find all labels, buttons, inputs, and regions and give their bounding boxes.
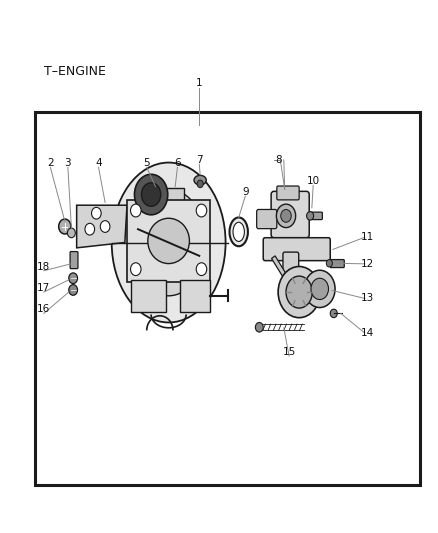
Ellipse shape [233, 222, 244, 241]
Text: 15: 15 [283, 347, 296, 357]
FancyBboxPatch shape [257, 209, 277, 229]
Ellipse shape [194, 175, 206, 185]
Circle shape [67, 228, 75, 238]
Circle shape [100, 221, 110, 232]
Circle shape [197, 180, 203, 188]
FancyBboxPatch shape [70, 252, 78, 269]
Bar [35, 112, 420, 485]
Text: 2: 2 [47, 158, 54, 167]
Text: 1: 1 [196, 78, 203, 87]
Text: 18: 18 [37, 262, 50, 271]
Text: 9: 9 [242, 187, 249, 197]
FancyBboxPatch shape [180, 280, 210, 312]
Circle shape [196, 263, 207, 276]
Circle shape [281, 209, 291, 222]
Text: 12: 12 [361, 259, 374, 269]
FancyBboxPatch shape [311, 212, 322, 220]
Circle shape [307, 212, 314, 220]
FancyBboxPatch shape [131, 280, 166, 312]
Text: 5: 5 [143, 158, 150, 167]
Text: 14: 14 [361, 328, 374, 338]
Text: 8: 8 [275, 155, 282, 165]
Text: 3: 3 [64, 158, 71, 167]
Circle shape [92, 207, 101, 219]
FancyBboxPatch shape [271, 191, 309, 238]
Text: T–ENGINE: T–ENGINE [44, 66, 106, 78]
Ellipse shape [112, 163, 226, 322]
Text: 17: 17 [37, 283, 50, 293]
FancyBboxPatch shape [263, 238, 330, 261]
Text: 7: 7 [196, 155, 203, 165]
Text: 11: 11 [361, 232, 374, 242]
Circle shape [141, 183, 161, 206]
Text: 13: 13 [361, 294, 374, 303]
Circle shape [326, 260, 332, 267]
FancyBboxPatch shape [277, 186, 299, 200]
Circle shape [311, 278, 328, 300]
Circle shape [134, 174, 168, 215]
Circle shape [131, 263, 141, 276]
Polygon shape [272, 256, 288, 280]
Circle shape [196, 204, 207, 217]
FancyBboxPatch shape [330, 260, 344, 268]
Circle shape [69, 285, 78, 295]
FancyBboxPatch shape [127, 200, 210, 282]
FancyBboxPatch shape [283, 252, 299, 298]
Circle shape [276, 204, 296, 228]
Text: 10: 10 [307, 176, 320, 186]
Circle shape [85, 223, 95, 235]
Circle shape [304, 270, 335, 308]
Circle shape [255, 322, 263, 332]
Circle shape [131, 204, 141, 217]
Circle shape [69, 273, 78, 284]
Ellipse shape [131, 189, 206, 296]
Circle shape [59, 219, 71, 234]
Ellipse shape [148, 219, 189, 263]
Text: 6: 6 [174, 158, 181, 167]
Text: 4: 4 [95, 158, 102, 167]
Circle shape [330, 309, 337, 318]
Text: 16: 16 [37, 304, 50, 314]
Circle shape [278, 266, 320, 318]
Polygon shape [138, 188, 184, 204]
Circle shape [286, 276, 312, 308]
Polygon shape [77, 205, 127, 248]
Ellipse shape [230, 217, 248, 246]
